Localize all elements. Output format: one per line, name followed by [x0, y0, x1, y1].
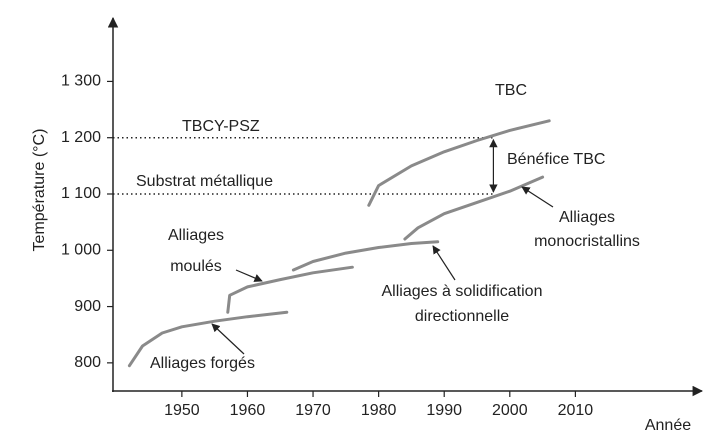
x-tick-label: 1990 — [426, 402, 462, 419]
annotation: monocristallins — [534, 233, 640, 250]
y-tick-label: 1 000 — [61, 242, 101, 259]
curve — [127, 310, 289, 368]
annotation: TBC — [495, 82, 527, 99]
annotation: Substrat métallique — [136, 173, 273, 190]
curve — [367, 119, 551, 207]
annotation: Alliages à solidification — [382, 283, 543, 300]
annotation: Bénéfice TBC — [507, 151, 605, 168]
leader-arrow — [235, 269, 263, 282]
annotation: directionnelle — [415, 308, 509, 325]
annotation: moulés — [170, 258, 222, 275]
y-tick-label: 800 — [74, 354, 101, 371]
annotation: Alliages forgés — [150, 355, 255, 372]
y-tick-label: 1 100 — [61, 185, 101, 202]
y-tick-label: 1 300 — [61, 73, 101, 90]
annotation: TBCY-PSZ — [182, 118, 260, 135]
x-axis-label: Année — [645, 417, 691, 434]
curve — [226, 265, 354, 314]
leader-arrow — [432, 245, 456, 281]
curve — [403, 175, 545, 241]
annotation: Alliages — [559, 209, 615, 226]
y-axis-label: Température (°C) — [31, 129, 48, 252]
x-tick-label: 1980 — [361, 402, 397, 419]
x-tick-label: 1960 — [230, 402, 266, 419]
curve — [291, 240, 440, 272]
y-tick-label: 900 — [74, 298, 101, 315]
x-tick-label: 2010 — [558, 402, 594, 419]
annotation: Alliages — [168, 227, 224, 244]
leader-arrow — [211, 323, 245, 355]
x-tick-label: 1970 — [295, 402, 331, 419]
y-tick-label: 1 200 — [61, 129, 101, 146]
x-tick-label: 2000 — [492, 402, 528, 419]
x-tick-label: 1950 — [164, 402, 200, 419]
leader-arrow — [521, 186, 554, 208]
